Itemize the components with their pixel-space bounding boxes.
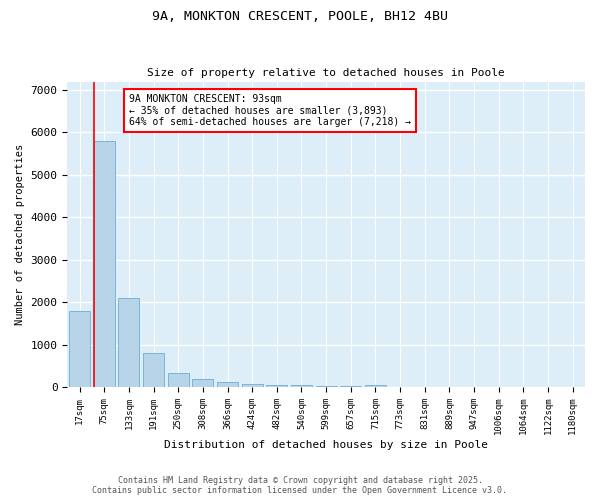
Bar [365,384,386,387]
Y-axis label: Number of detached properties: Number of detached properties [15,144,25,325]
Bar [266,384,287,387]
Bar [316,386,337,387]
Bar [193,378,214,387]
Bar [94,141,115,387]
X-axis label: Distribution of detached houses by size in Poole: Distribution of detached houses by size … [164,440,488,450]
Text: 9A, MONKTON CRESCENT, POOLE, BH12 4BU: 9A, MONKTON CRESCENT, POOLE, BH12 4BU [152,10,448,23]
Bar [340,386,361,387]
Bar [242,384,263,387]
Bar [118,298,139,387]
Text: Contains HM Land Registry data © Crown copyright and database right 2025.
Contai: Contains HM Land Registry data © Crown c… [92,476,508,495]
Bar [217,382,238,387]
Bar [143,353,164,387]
Bar [69,310,90,387]
Title: Size of property relative to detached houses in Poole: Size of property relative to detached ho… [147,68,505,78]
Bar [291,386,312,387]
Text: 9A MONKTON CRESCENT: 93sqm
← 35% of detached houses are smaller (3,893)
64% of s: 9A MONKTON CRESCENT: 93sqm ← 35% of deta… [129,94,411,128]
Bar [168,373,188,387]
